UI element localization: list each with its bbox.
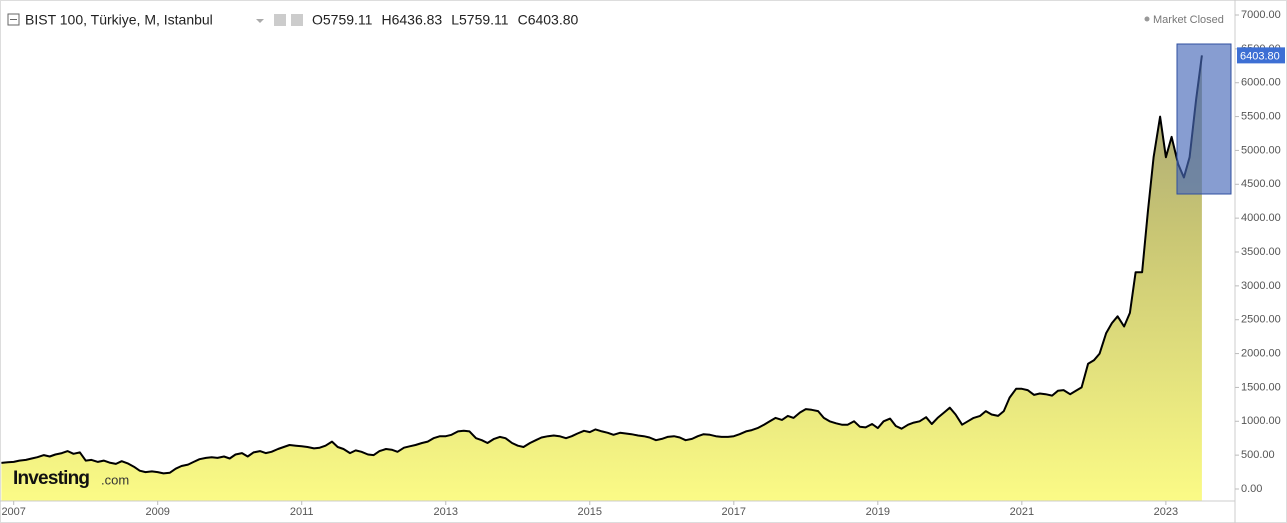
logo-suffix: .com	[101, 472, 129, 487]
ohlc-value: 5759.11	[459, 12, 509, 28]
y-tick-label: 1000.00	[1241, 415, 1281, 427]
x-tick-label: 2009	[145, 506, 169, 518]
x-tick-label: 2015	[578, 506, 602, 518]
ohlc-key: O	[312, 12, 323, 28]
x-tick-label: 2017	[722, 506, 746, 518]
x-tick-label: 2011	[290, 506, 314, 518]
price-line	[1, 55, 1203, 475]
y-tick-label: 4500.00	[1241, 178, 1281, 190]
x-tick-label: 2013	[434, 506, 458, 518]
ohlc-value: 5759.11	[323, 12, 373, 28]
logo: Investing	[13, 468, 89, 489]
dropdown-arrow[interactable]	[256, 19, 264, 23]
ohlc-value: 6403.80	[528, 12, 579, 28]
symbol-title: BIST 100, Türkiye, M, Istanbul	[25, 12, 213, 28]
y-tick-label: 500.00	[1241, 449, 1275, 461]
format-icon[interactable]	[291, 14, 303, 26]
x-tick-label: 2021	[1010, 506, 1034, 518]
area-fill	[1, 55, 1202, 502]
ohlc-key: L	[451, 12, 459, 28]
ohlc-value: 6436.83	[392, 12, 443, 28]
y-tick-label: 5500.00	[1241, 110, 1281, 122]
x-tick-label: 2007	[1, 506, 25, 518]
ohlc-key: C	[518, 12, 528, 28]
status-dot	[1144, 16, 1150, 22]
y-tick-label: 3000.00	[1241, 280, 1281, 292]
last-price-label: 6403.80	[1240, 50, 1280, 62]
ohlc: O 5759.11 H 6436.83 L 5759.11 C 6403.80	[312, 12, 579, 28]
y-tick-label: 5000.00	[1241, 144, 1281, 156]
plot-area	[1, 55, 1203, 502]
selection-box	[1176, 43, 1232, 195]
market-status: Market Closed	[1153, 14, 1224, 26]
x-tick-label: 2023	[1154, 506, 1178, 518]
x-tick-label: 2019	[866, 506, 890, 518]
last-price-box	[1237, 47, 1285, 64]
y-tick-label: 6000.00	[1241, 77, 1281, 89]
y-tick-label: 7000.00	[1241, 9, 1281, 21]
y-tick-label: 4000.00	[1241, 212, 1281, 224]
y-tick-label: 2000.00	[1241, 347, 1281, 359]
y-tick-label: 2500.00	[1241, 314, 1281, 326]
y-tick-label: 0.00	[1241, 483, 1262, 495]
y-tick-label: 1500.00	[1241, 381, 1281, 393]
ohlc-key: H	[381, 12, 391, 28]
settings-icon[interactable]	[274, 14, 286, 26]
y-tick-label: 3500.00	[1241, 246, 1281, 258]
